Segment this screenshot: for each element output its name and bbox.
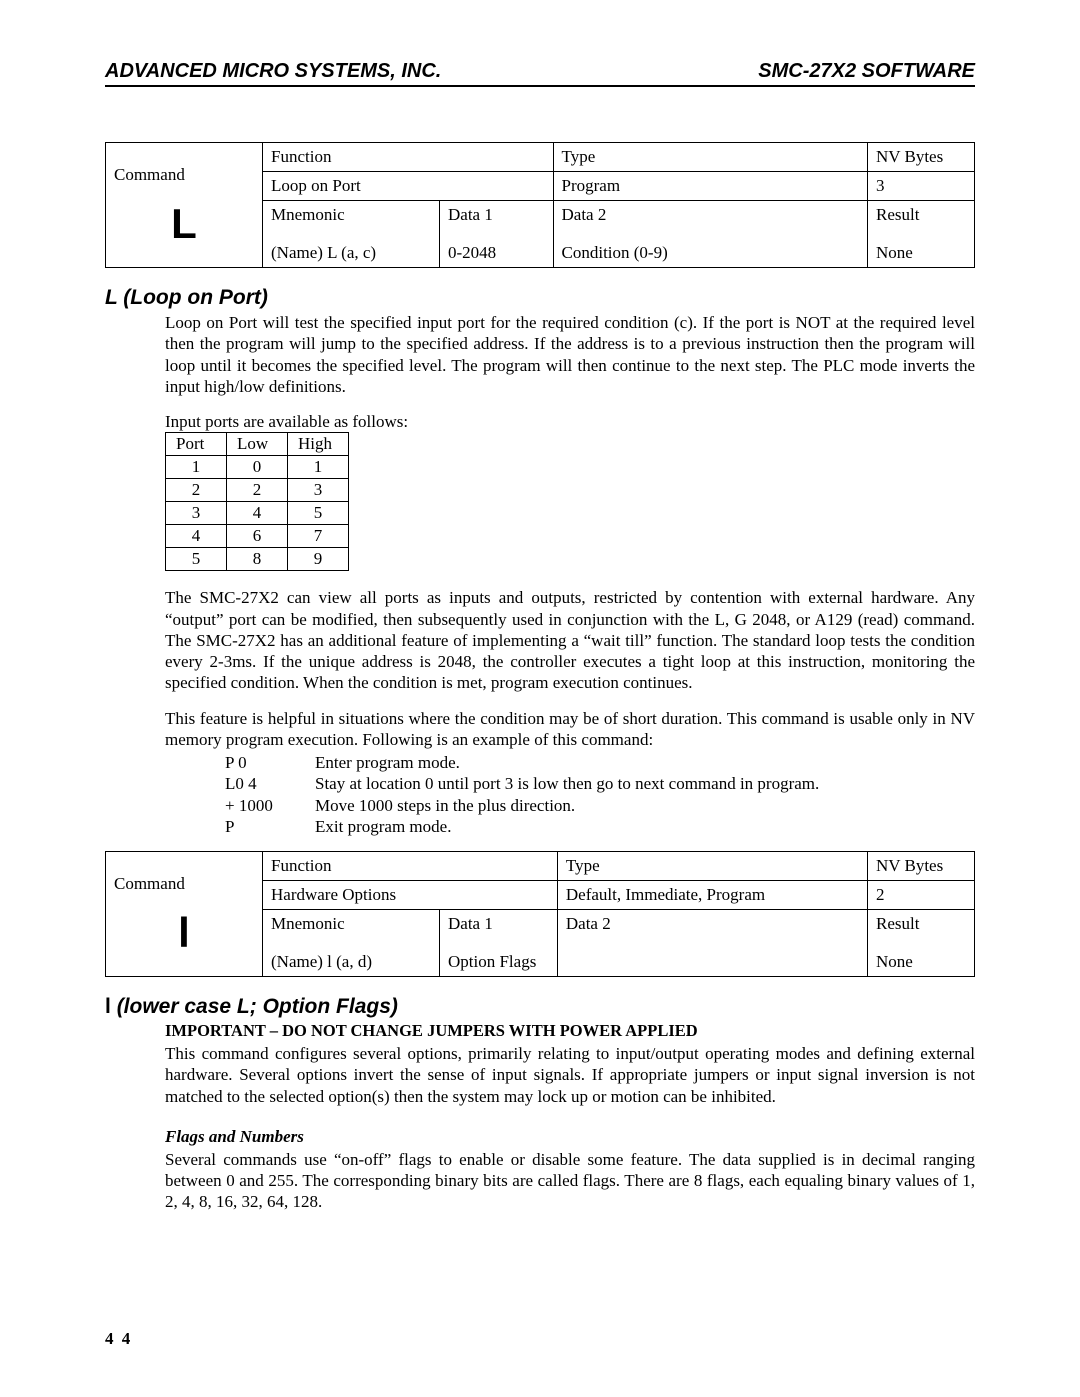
command-table-l: Command l Function Type NV Bytes Hardwar… <box>105 851 975 977</box>
ports-cell: 5 <box>166 548 227 571</box>
example-cmd: P <box>225 816 315 837</box>
section-title-l: l (lower case L; Option Flags) <box>105 995 975 1019</box>
para-l-2: Several commands use “on-off” flags to e… <box>165 1149 975 1213</box>
th-function: Function <box>263 852 558 881</box>
th-type: Type <box>557 852 867 881</box>
ports-cell: 7 <box>288 525 349 548</box>
ports-th-high: High <box>288 433 349 456</box>
val-function: Loop on Port <box>263 172 554 201</box>
val-data1: Option Flags <box>440 938 558 977</box>
val-function: Hardware Options <box>263 881 558 910</box>
ports-cell: 3 <box>166 502 227 525</box>
val-result: None <box>868 229 975 268</box>
example-cmd: L0 4 <box>225 773 315 794</box>
val-data2 <box>557 938 867 977</box>
th-data2: Data 2 <box>557 910 867 939</box>
val-type: Default, Immediate, Program <box>557 881 867 910</box>
val-data2: Condition (0-9) <box>553 229 867 268</box>
ports-label: Input ports are available as follows: <box>165 411 975 432</box>
ports-cell: 1 <box>288 456 349 479</box>
command-label: Command <box>114 165 254 185</box>
val-data1: 0-2048 <box>440 229 554 268</box>
ports-th-port: Port <box>166 433 227 456</box>
example-row: P 0Enter program mode. <box>225 752 975 773</box>
example-row: + 1000Move 1000 steps in the plus direct… <box>225 795 975 816</box>
example-cmd: + 1000 <box>225 795 315 816</box>
th-data2: Data 2 <box>553 201 867 230</box>
page-header: ADVANCED MICRO SYSTEMS, INC. SMC-27X2 SO… <box>105 60 975 87</box>
command-label: Command <box>114 874 254 894</box>
th-function: Function <box>263 143 554 172</box>
ports-cell: 9 <box>288 548 349 571</box>
example-row: L0 4Stay at location 0 until port 3 is l… <box>225 773 975 794</box>
document-page: ADVANCED MICRO SYSTEMS, INC. SMC-27X2 SO… <box>0 0 1080 1397</box>
ports-cell: 0 <box>227 456 288 479</box>
ports-cell: 6 <box>227 525 288 548</box>
command-cell: Command L <box>106 143 263 268</box>
val-nvbytes: 3 <box>868 172 975 201</box>
example-desc: Move 1000 steps in the plus direction. <box>315 795 575 816</box>
th-data1: Data 1 <box>440 910 558 939</box>
ports-cell: 5 <box>288 502 349 525</box>
example-cmd: P 0 <box>225 752 315 773</box>
ports-th-low: Low <box>227 433 288 456</box>
example-desc: Enter program mode. <box>315 752 460 773</box>
para-L-2: The SMC-27X2 can view all ports as input… <box>165 587 975 693</box>
section-title-text: (lower case L; Option Flags) <box>117 995 398 1018</box>
flags-heading: Flags and Numbers <box>165 1127 975 1147</box>
example-desc: Stay at location 0 until port 3 is low t… <box>315 773 819 794</box>
header-right: SMC-27X2 SOFTWARE <box>758 60 975 83</box>
th-nvbytes: NV Bytes <box>868 852 975 881</box>
important-warning: IMPORTANT – DO NOT CHANGE JUMPERS WITH P… <box>165 1021 975 1041</box>
th-result: Result <box>868 201 975 230</box>
command-letter: L <box>114 203 254 245</box>
th-mnemonic: Mnemonic <box>263 910 440 939</box>
command-cell: Command l <box>106 852 263 977</box>
section-title-L: L (Loop on Port) <box>105 286 975 310</box>
ports-cell: 4 <box>166 525 227 548</box>
th-data1: Data 1 <box>440 201 554 230</box>
th-result: Result <box>868 910 975 939</box>
command-letter: l <box>114 912 254 954</box>
val-mnemonic: (Name) L (a, c) <box>263 229 440 268</box>
para-L-1: Loop on Port will test the specified inp… <box>165 312 975 397</box>
ports-cell: 4 <box>227 502 288 525</box>
section-title-letter: l <box>105 995 111 1018</box>
ports-table: Port Low High 101 223 345 467 589 <box>165 432 349 571</box>
val-mnemonic: (Name) l (a, d) <box>263 938 440 977</box>
val-result: None <box>868 938 975 977</box>
ports-cell: 8 <box>227 548 288 571</box>
ports-cell: 2 <box>166 479 227 502</box>
para-L-3: This feature is helpful in situations wh… <box>165 708 975 751</box>
header-left: ADVANCED MICRO SYSTEMS, INC. <box>105 60 441 83</box>
example-desc: Exit program mode. <box>315 816 451 837</box>
th-nvbytes: NV Bytes <box>868 143 975 172</box>
ports-cell: 1 <box>166 456 227 479</box>
command-table-L: Command L Function Type NV Bytes Loop on… <box>105 142 975 268</box>
para-l-1: This command configures several options,… <box>165 1043 975 1107</box>
val-type: Program <box>553 172 867 201</box>
th-type: Type <box>553 143 867 172</box>
th-mnemonic: Mnemonic <box>263 201 440 230</box>
val-nvbytes: 2 <box>868 881 975 910</box>
ports-cell: 2 <box>227 479 288 502</box>
example-row: PExit program mode. <box>225 816 975 837</box>
ports-cell: 3 <box>288 479 349 502</box>
page-number: 4 4 <box>105 1329 132 1349</box>
